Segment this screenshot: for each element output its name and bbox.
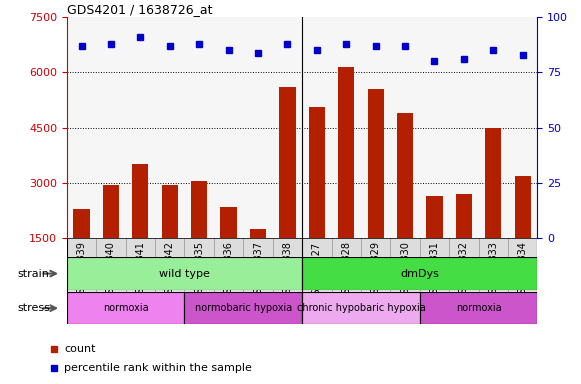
Bar [243,238,272,305]
Text: GSM398839: GSM398839 [77,242,87,300]
Text: GSM398836: GSM398836 [224,242,234,300]
Bar [185,292,302,324]
Text: normoxia: normoxia [103,303,149,313]
Bar [155,17,185,238]
Bar [390,238,420,305]
Text: normobaric hypoxia: normobaric hypoxia [195,303,292,313]
Text: count: count [64,344,96,354]
Bar [272,17,302,238]
Bar [515,175,531,293]
Text: GSM398832: GSM398832 [459,242,469,300]
Bar [332,17,361,238]
Bar [214,238,243,305]
Bar [508,17,537,238]
Bar [508,238,537,305]
Text: stress: stress [17,303,51,313]
Text: dmDys: dmDys [400,268,439,279]
Bar [132,164,148,293]
Bar [479,238,508,305]
Bar [485,128,501,293]
Bar [272,238,302,305]
Bar [103,185,119,293]
Bar [309,108,325,293]
Bar [67,257,302,290]
Text: GSM398841: GSM398841 [135,242,145,300]
Text: GSM398831: GSM398831 [429,242,439,300]
Bar [479,17,508,238]
Bar [390,17,420,238]
Bar [361,17,390,238]
Text: GSM398842: GSM398842 [165,242,175,300]
Text: GSM398828: GSM398828 [341,242,352,300]
Bar [420,238,449,305]
Text: normoxia: normoxia [456,303,501,313]
Bar [279,87,296,293]
Bar [125,17,155,238]
Text: GSM398829: GSM398829 [371,242,381,300]
Text: strain: strain [17,268,49,279]
Bar [67,17,96,238]
Bar [96,17,125,238]
Bar [449,238,479,305]
Bar [191,181,207,293]
Bar [73,209,89,293]
Bar [250,229,266,293]
Text: GSM398838: GSM398838 [282,242,292,300]
Bar [302,292,420,324]
Bar [185,238,214,305]
Bar [332,238,361,305]
Bar [302,17,332,238]
Bar [214,17,243,238]
Bar [338,67,354,293]
Bar [361,238,390,305]
Text: GSM398835: GSM398835 [194,242,204,300]
Text: GSM398834: GSM398834 [518,242,528,300]
Text: GSM398830: GSM398830 [400,242,410,300]
Text: percentile rank within the sample: percentile rank within the sample [64,363,252,373]
Bar [368,89,383,293]
Bar [155,238,185,305]
Bar [162,185,178,293]
Bar [185,17,214,238]
Bar [302,238,332,305]
Bar [221,207,236,293]
Text: GSM398840: GSM398840 [106,242,116,300]
Bar [96,238,125,305]
Bar [67,238,96,305]
Bar [420,17,449,238]
Text: GSM398837: GSM398837 [253,242,263,300]
Bar [456,194,472,293]
Bar [67,292,185,324]
Bar [243,17,272,238]
Text: wild type: wild type [159,268,210,279]
Bar [125,238,155,305]
Bar [420,292,537,324]
Bar [302,257,537,290]
Text: GDS4201 / 1638726_at: GDS4201 / 1638726_at [67,3,212,16]
Bar [449,17,479,238]
Bar [397,113,413,293]
Bar [426,196,443,293]
Text: GSM398827: GSM398827 [312,242,322,301]
Text: GSM398833: GSM398833 [488,242,498,300]
Text: chronic hypobaric hypoxia: chronic hypobaric hypoxia [296,303,425,313]
